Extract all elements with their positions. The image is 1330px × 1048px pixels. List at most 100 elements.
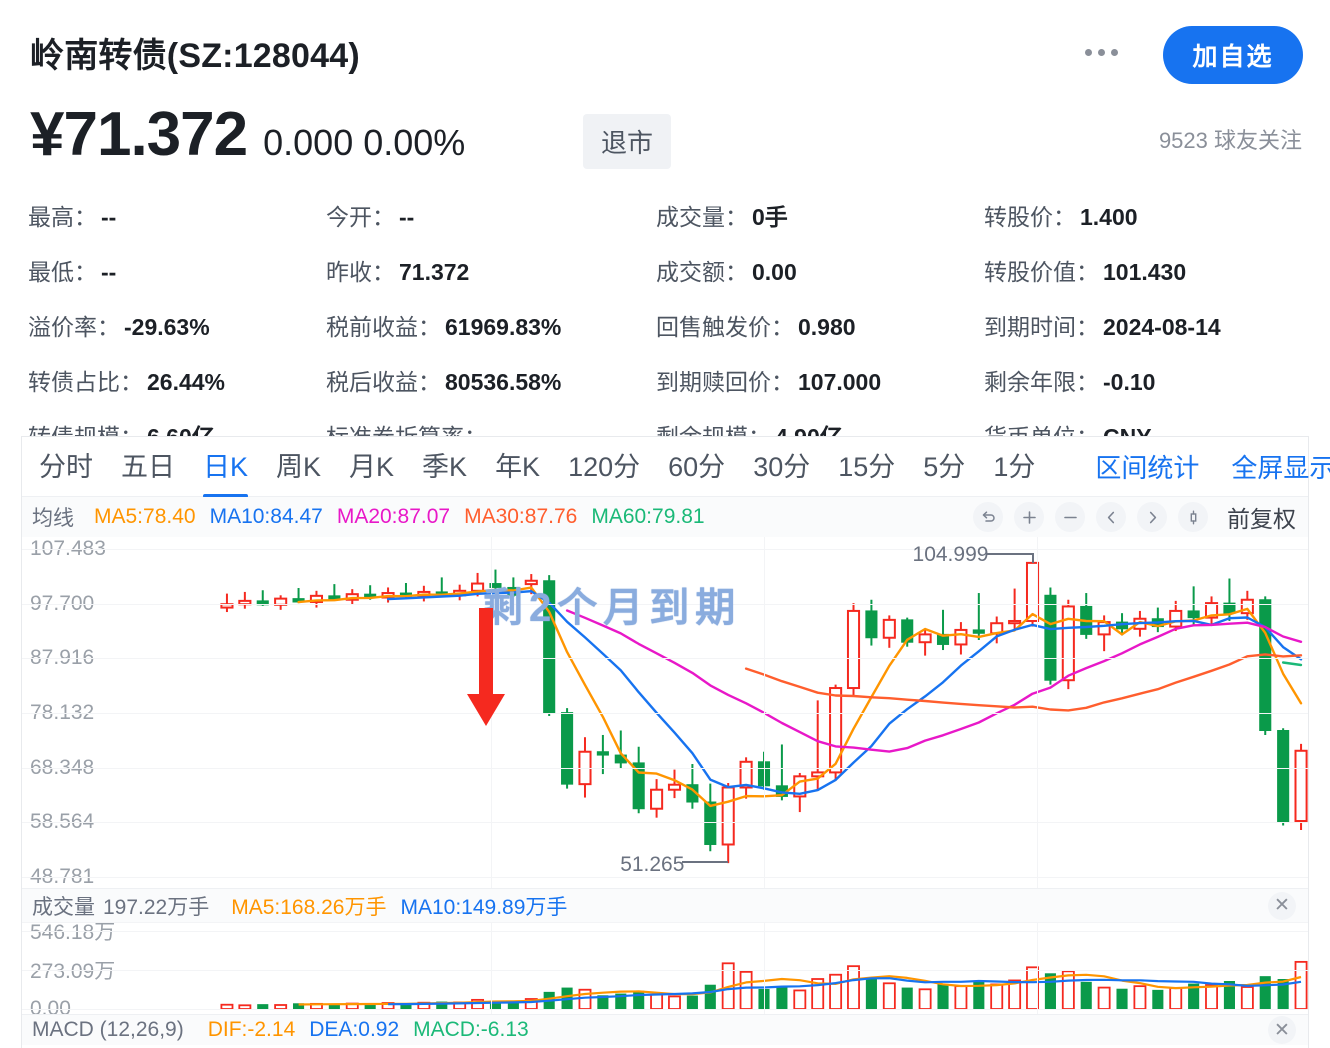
candle-body	[524, 579, 538, 586]
volume-bar	[1080, 981, 1092, 1009]
volume-bar	[489, 1000, 502, 1009]
undo-icon[interactable]	[973, 502, 1003, 532]
stat-key: 成交量：	[656, 204, 748, 230]
macd-label: MACD (12,26,9)	[32, 1018, 184, 1041]
candle-body	[274, 597, 288, 606]
volume-chart[interactable]: 546.18万 273.09万 0.00	[22, 923, 1308, 1015]
volume-ma-line-10	[388, 977, 1302, 1006]
candle-body	[471, 582, 485, 592]
close-icon[interactable]: ✕	[1268, 1016, 1296, 1044]
volume-bar	[865, 977, 877, 1009]
volume-bar	[400, 1004, 412, 1009]
stat-value: 107.000	[798, 369, 882, 395]
high-price-marker: 104.999	[912, 542, 989, 566]
volume-bar	[615, 993, 627, 1009]
volume-bar	[471, 998, 485, 1010]
ma-legend-item: MA10:84.47	[209, 505, 323, 528]
stat-item: 成交额： 0.00	[656, 253, 984, 287]
tab-60分[interactable]: 60分	[668, 452, 726, 482]
stat-key: 到期赎回价：	[656, 369, 794, 395]
volume-axis-tick: 546.18万	[30, 923, 116, 944]
volume-bar	[1205, 984, 1218, 1010]
candle-body	[1008, 619, 1022, 625]
stat-key: 税前收益：	[326, 314, 441, 340]
high-marker-leader	[986, 552, 1033, 555]
stat-item: 成交量： 0手	[656, 198, 984, 232]
ma-line-MA10	[386, 590, 1303, 795]
gridline	[22, 713, 1308, 714]
tab-季K[interactable]: 季K	[422, 452, 468, 482]
stat-value: -29.63%	[124, 314, 210, 340]
close-icon[interactable]: ✕	[1268, 891, 1296, 920]
low-price-marker: 51.265	[620, 853, 685, 877]
price-axis-tick: 58.564	[30, 810, 95, 834]
gridline	[22, 1009, 1308, 1010]
tab-月K[interactable]: 月K	[349, 452, 395, 482]
tab-日K[interactable]: 日K	[203, 445, 249, 498]
volume-bar	[257, 1004, 269, 1009]
candlestick-chart[interactable]: 107.483 97.700 87.916 78.132 68.348 58.564 48.…	[22, 537, 1308, 889]
ma-legend-item: MA60:79.81	[591, 505, 705, 528]
candle-body	[543, 580, 556, 714]
tab-周K[interactable]: 周K	[276, 452, 322, 482]
tab-15分[interactable]: 15分	[838, 452, 896, 482]
stat-value: 61969.83%	[445, 314, 562, 340]
volume-bar	[328, 1004, 340, 1009]
candle-body	[1204, 602, 1219, 619]
macd-legend-item: DEA:0.92	[309, 1018, 400, 1041]
volume-bar	[1223, 981, 1235, 1009]
adjust-mode-label[interactable]: 前复权	[1227, 506, 1296, 532]
ma-legend-item: MA30:87.76	[464, 505, 578, 528]
add-watchlist-button[interactable]: 加自选	[1163, 26, 1303, 84]
candle-body	[882, 618, 896, 639]
tab-link-全屏显示[interactable]: 全屏显示	[1231, 453, 1330, 483]
ellipsis-icon[interactable]	[1078, 38, 1124, 66]
chevron-left-icon[interactable]	[1096, 502, 1126, 532]
tab-分时[interactable]: 分时	[39, 452, 93, 482]
chart-toolbar: 前复权	[973, 500, 1308, 534]
tab-30分[interactable]: 30分	[753, 452, 811, 482]
volume-bar	[1044, 973, 1056, 1009]
stat-value: 0.980	[798, 314, 856, 340]
zoom-in-icon[interactable]	[1014, 502, 1044, 532]
volume-axis-tick: 273.09万	[30, 960, 116, 983]
macd-header: MACD (12,26,9) DIF:-2.14 DEA:0.92 MACD:-6.…	[22, 1015, 1308, 1045]
ma-line-MA20	[565, 609, 1303, 753]
candle-body	[309, 594, 324, 603]
price-axis-tick: 107.483	[30, 537, 106, 560]
candlestick-icon[interactable]	[1178, 502, 1208, 532]
down-arrow-icon	[462, 608, 510, 733]
annotation-text: 剩2个月到期	[483, 586, 742, 630]
stat-item: 到期赎回价： 107.000	[656, 363, 984, 397]
stat-value: --	[101, 204, 117, 230]
tab-1分[interactable]: 1分	[993, 452, 1036, 482]
volume-bar	[1097, 986, 1111, 1010]
tab-五日[interactable]: 五日	[121, 452, 175, 482]
volume-bar	[1133, 985, 1147, 1010]
volume-bar	[1240, 986, 1254, 1010]
candle-body	[650, 788, 664, 810]
price-axis-tick: 68.348	[30, 755, 95, 779]
chevron-right-icon[interactable]	[1137, 502, 1167, 532]
chart-panel: 分时 五日 日K 周K 月K 季K 年K 120分 60分 30分 15分 5分 1分 区间统计 全屏显示…	[21, 436, 1330, 1048]
tab-120分[interactable]: 120分	[568, 452, 641, 482]
stat-item: 到期时间： 2024-08-14	[984, 308, 1304, 342]
tab-年K[interactable]: 年K	[495, 452, 541, 482]
stat-key: 转股价值：	[984, 259, 1099, 285]
stat-item: 转股价： 1.400	[984, 198, 1304, 232]
tab-5分[interactable]: 5分	[923, 452, 966, 482]
stat-value: --	[101, 259, 117, 285]
candle-body	[721, 786, 735, 846]
stat-value: -0.10	[1103, 369, 1156, 395]
stat-value: 2024-08-14	[1103, 314, 1221, 340]
tabbar-links: 区间统计 全屏显示	[1063, 448, 1330, 485]
volume-bar	[990, 983, 1004, 1010]
tab-link-区间统计[interactable]: 区间统计	[1095, 453, 1200, 483]
ma-legend-item: MA20:87.07	[336, 505, 451, 528]
candle-body	[954, 628, 968, 646]
volume-bar	[633, 990, 645, 1009]
volume-bar	[1259, 976, 1271, 1009]
zoom-out-icon[interactable]	[1055, 502, 1085, 532]
volume-bar	[597, 995, 609, 1009]
stat-item: 转债占比： 26.44%	[28, 363, 326, 397]
